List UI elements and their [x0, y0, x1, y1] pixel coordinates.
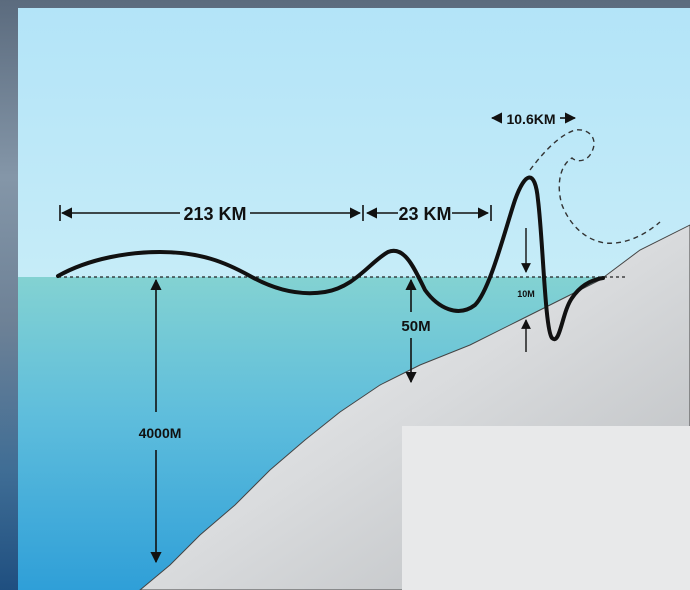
coastal-block: [402, 426, 690, 590]
label-213km: 213 KM: [183, 204, 246, 224]
label-10m: 10M: [517, 289, 535, 299]
sky: [18, 8, 690, 278]
breaking-wave-dashed: [529, 129, 661, 244]
tsunami-wave: [56, 175, 605, 342]
label-10-6km: 10.6KM: [506, 111, 555, 127]
label-23km: 23 KM: [398, 204, 451, 224]
label-50m: 50M: [401, 318, 430, 335]
label-4000m: 4000M: [139, 425, 182, 441]
